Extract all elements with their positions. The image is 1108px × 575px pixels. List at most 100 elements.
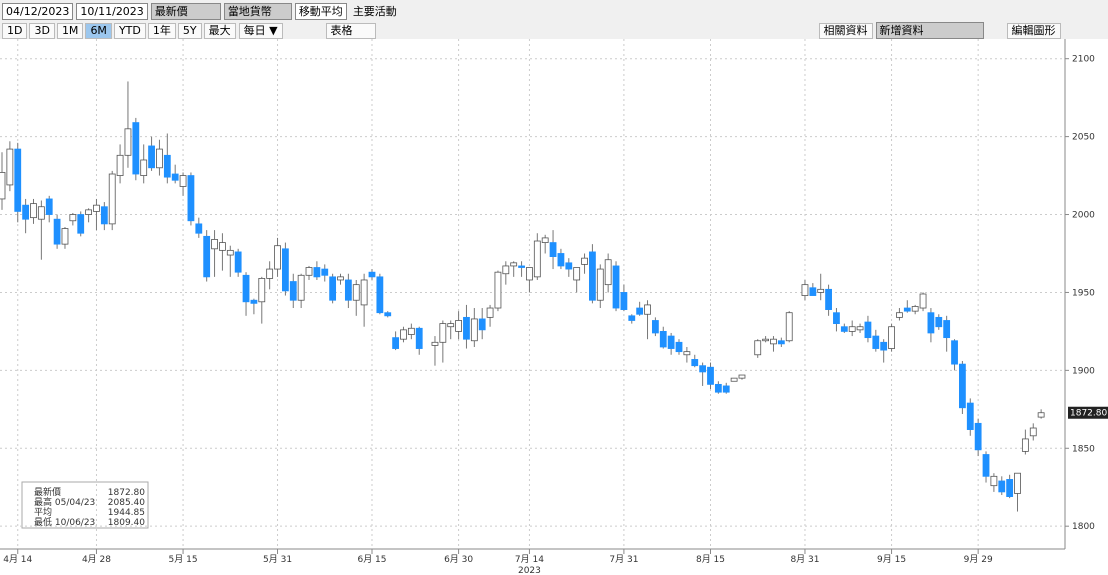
candle-body <box>187 175 195 222</box>
candle-body <box>6 148 14 186</box>
candle-body <box>502 265 510 275</box>
candle-body <box>69 214 77 222</box>
period-button[interactable]: 6M <box>85 22 112 39</box>
candle-body <box>911 306 919 312</box>
legend-value: 1944.85 <box>108 508 145 518</box>
candle-body <box>982 454 990 477</box>
candle-body <box>683 351 691 356</box>
candle-body <box>53 218 61 245</box>
candle-body <box>604 259 612 286</box>
x-tick-label: 8月 15 <box>696 554 725 565</box>
legend-label: 最高 05/04/23 <box>34 496 95 508</box>
candle-body <box>533 240 541 278</box>
candle-body <box>1014 472 1021 494</box>
period-button[interactable]: 3D <box>29 22 55 39</box>
candle-body <box>1021 438 1029 452</box>
candle-body <box>156 148 163 169</box>
candle-body <box>376 276 384 314</box>
candle-body <box>0 172 6 200</box>
candle-body <box>274 245 281 270</box>
start-date[interactable]: 04/12/2023 <box>2 2 74 20</box>
candle-body <box>431 341 439 346</box>
candle-body <box>738 374 746 379</box>
candle-body <box>439 323 447 343</box>
candle-body <box>848 326 856 332</box>
candle-body <box>100 206 108 225</box>
candle-body <box>518 265 525 268</box>
candle-body <box>289 281 297 301</box>
legend-label: 最新價 <box>34 486 61 498</box>
edit-chart[interactable]: 編輯圖形 <box>1006 22 1061 39</box>
candle-body <box>108 173 116 225</box>
candle-body <box>337 276 344 281</box>
end-date[interactable]: 10/11/2023 <box>76 2 148 20</box>
candle-body <box>974 422 982 451</box>
candle-body <box>730 377 738 382</box>
candle-body <box>651 320 659 334</box>
candle-body <box>384 312 392 317</box>
candle-body <box>628 315 636 321</box>
period-button[interactable]: 1M <box>56 22 84 39</box>
moving-avg[interactable]: 移動平均 <box>294 2 347 20</box>
period-button[interactable]: 最大 <box>203 22 236 39</box>
candle-body <box>171 173 179 181</box>
currency-select[interactable]: 當地貨幣 <box>223 2 292 20</box>
period-button[interactable]: 1D <box>2 22 28 39</box>
candle-body <box>226 249 234 256</box>
candle-body <box>470 318 478 342</box>
period-button[interactable]: YTD <box>113 22 146 39</box>
y-tick-label: 1900 <box>1072 366 1095 376</box>
candle-body <box>352 284 360 301</box>
add-data[interactable]: 新增資料 <box>875 22 984 39</box>
candle-body <box>494 271 502 309</box>
candle-body <box>809 287 817 296</box>
legend-value: 1872.80 <box>108 488 145 498</box>
x-tick-label: 9月 29 <box>964 554 993 565</box>
events[interactable]: 主要活動 <box>352 4 397 18</box>
candle-body <box>478 318 486 331</box>
candle-body <box>966 402 974 430</box>
candle-body <box>612 265 620 309</box>
candle-body <box>919 293 927 309</box>
candle-body <box>140 159 148 176</box>
candle-body <box>250 299 258 304</box>
period-button[interactable]: 5Y <box>177 22 202 39</box>
candle-body <box>825 288 832 310</box>
toolbar: 04/12/2023 10/11/2023 最新價 當地貨幣 移動平均 主要活動 <box>0 0 1108 22</box>
candle-body <box>305 267 313 276</box>
candle-body <box>872 335 880 349</box>
candle-body <box>565 262 573 270</box>
candle-body <box>636 307 644 315</box>
candle-body <box>927 312 935 334</box>
candle-body <box>620 292 628 310</box>
x-tick-label: 6月 15 <box>357 554 386 565</box>
candle-body <box>266 268 274 279</box>
candle-body <box>998 480 1006 493</box>
candle-body <box>573 267 581 281</box>
x-tick-label: 4月 28 <box>82 554 111 565</box>
candle-body <box>644 304 651 315</box>
field-select[interactable]: 最新價 <box>150 2 221 20</box>
candle-body <box>329 276 337 301</box>
candle-body <box>400 329 407 340</box>
candle-body <box>667 335 675 349</box>
period-button[interactable]: 1年 <box>147 22 176 39</box>
candle-body <box>659 330 667 348</box>
candle-body <box>691 359 699 367</box>
candle-body <box>935 316 943 328</box>
candle-body <box>526 267 533 281</box>
last-price-label: 1872.80 <box>1070 409 1107 419</box>
related-button[interactable]: 相關資料 <box>818 22 873 39</box>
candle-body <box>219 242 226 251</box>
candle-body <box>281 248 289 292</box>
frequency[interactable]: 每日 ▼ <box>238 22 283 39</box>
candle-body <box>714 383 722 393</box>
y-tick-label: 1950 <box>1072 288 1095 298</box>
candle-body <box>360 279 368 306</box>
x-tick-label: 7月 14 <box>515 554 544 565</box>
candle-body <box>1029 427 1037 437</box>
candle-body <box>722 385 730 393</box>
candle-body <box>132 122 140 175</box>
table-button[interactable]: 表格 <box>325 22 376 39</box>
